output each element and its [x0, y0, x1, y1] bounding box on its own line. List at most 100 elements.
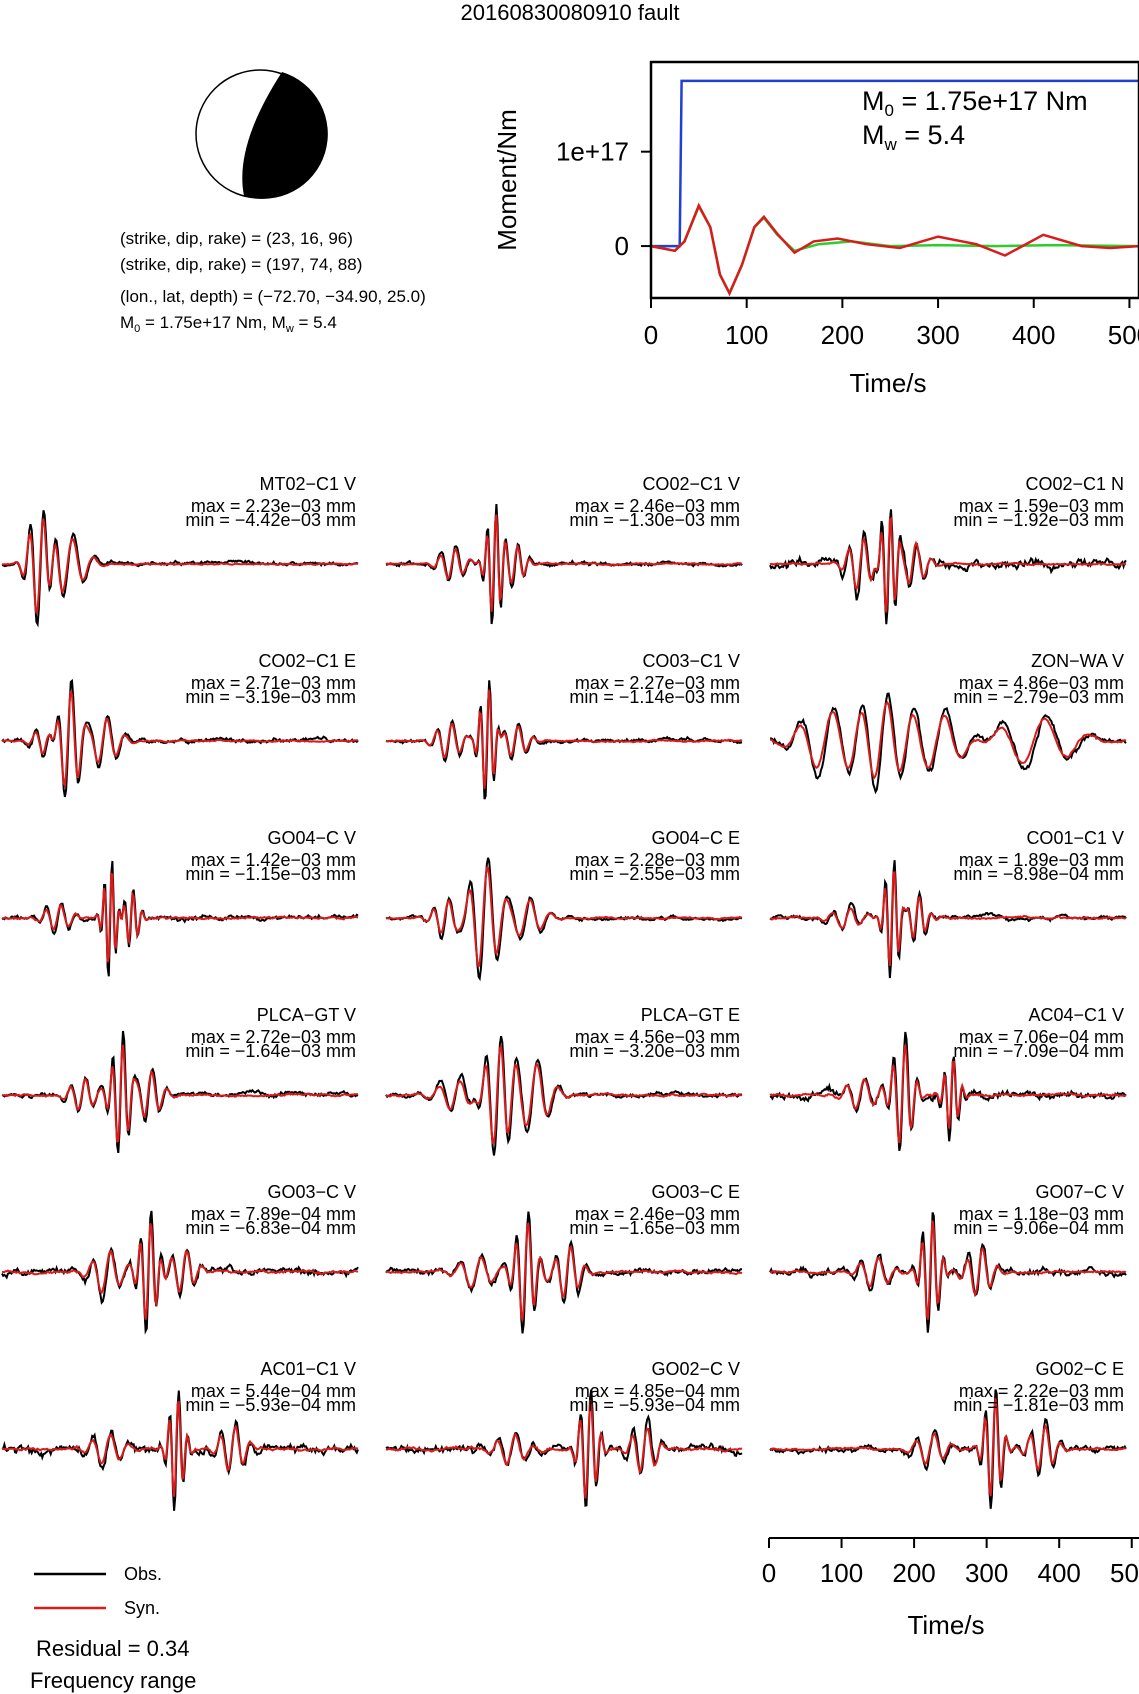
moment-annotation-m0: M0 = 1.75e+17 Nm [862, 86, 1088, 120]
station-min: min = −1.81e−03 mm [953, 1395, 1124, 1415]
station-min: min = −1.65e−03 mm [569, 1218, 740, 1238]
station-max: max = 2.46e−03 mm [575, 496, 740, 516]
moment-x-tick-label: 300 [916, 320, 959, 350]
page-title: 20160830080910 fault [461, 0, 680, 25]
station-min: min = −1.14e−03 mm [569, 687, 740, 707]
station-max: max = 2.22e−03 mm [959, 1381, 1124, 1401]
station-max: max = 4.86e−03 mm [959, 673, 1124, 693]
station-min: min = −2.55e−03 mm [569, 864, 740, 884]
station-min: min = −7.09e−04 mm [953, 1041, 1124, 1061]
moment-y-axis-label: Moment/Nm [492, 109, 522, 251]
station-name: ZON−WA V [1031, 651, 1124, 671]
moment-x-tick-label: 400 [1012, 320, 1055, 350]
station-name: GO02−C E [1035, 1359, 1124, 1379]
station-max: max = 1.42e−03 mm [191, 850, 356, 870]
beachball [195, 69, 328, 199]
station-obs-trace [1, 1210, 359, 1335]
station-min: min = −4.42e−03 mm [185, 510, 356, 530]
waveform-x-axis-label: Time/s [907, 1610, 984, 1640]
station-syn-trace [769, 1220, 1127, 1320]
station-min: min = −3.19e−03 mm [185, 687, 356, 707]
moment-x-tick-label: 500 [1108, 320, 1139, 350]
station-min: min = −1.30e−03 mm [569, 510, 740, 530]
station-name: MT02−C1 V [259, 474, 356, 494]
moment-y-tick-label: 0 [615, 231, 629, 261]
station-min: min = −1.15e−03 mm [185, 864, 356, 884]
station-max: max = 2.71e−03 mm [191, 673, 356, 693]
mechanism-line-2: (strike, dip, rake) = (197, 74, 88) [120, 255, 362, 274]
station-syn-trace [385, 866, 743, 968]
legend-syn-label: Syn. [124, 1598, 160, 1618]
mechanism-moment-line: M0 = 1.75e+17 Nm, Mw = 5.4 [120, 313, 337, 335]
station-name: GO07−C V [1035, 1182, 1124, 1202]
moment-x-tick-label: 200 [821, 320, 864, 350]
station-name: PLCA−GT E [641, 1005, 740, 1025]
station-min: min = −1.64e−03 mm [185, 1041, 356, 1061]
station-min: min = −5.93e−04 mm [185, 1395, 356, 1415]
station-name: PLCA−GT V [257, 1005, 356, 1025]
residual-text: Residual = 0.34 [36, 1636, 190, 1661]
station-syn-trace [769, 1044, 1127, 1144]
station-max: max = 5.44e−04 mm [191, 1381, 356, 1401]
station-name: GO04−C E [651, 828, 740, 848]
station-max: max = 7.89e−04 mm [191, 1204, 356, 1224]
moment-axes: 0 100 200 300 400 500 0 1e+17 [556, 137, 1139, 350]
station-syn-trace [769, 516, 1127, 613]
station-min: min = −3.20e−03 mm [569, 1041, 740, 1061]
moment-annotation-mw: Mw = 5.4 [862, 120, 965, 154]
station-max: max = 1.89e−03 mm [959, 850, 1124, 870]
station-name: CO01−C1 V [1026, 828, 1124, 848]
station-obs-trace [1, 860, 359, 977]
beachball-compression-quadrant [242, 72, 328, 199]
moment-x-tick-label: 100 [725, 320, 768, 350]
station-syn-trace [1, 690, 359, 789]
station-max: max = 1.59e−03 mm [959, 496, 1124, 516]
station-syn-trace [769, 700, 1127, 780]
station-max: max = 4.56e−03 mm [575, 1027, 740, 1047]
waveform-x-tick-label: 500 [1110, 1558, 1139, 1588]
station-max: max = 2.23e−03 mm [191, 496, 356, 516]
station-name: GO03−C E [651, 1182, 740, 1202]
mechanism-line-1: (strike, dip, rake) = (23, 16, 96) [120, 229, 353, 248]
waveform-x-tick-label: 200 [892, 1558, 935, 1588]
moment-series-0 [651, 79, 1139, 248]
station-name: CO02−C1 V [642, 474, 740, 494]
moment-rate-chart: 010020030040050001e+17 M0 = 1.75e+17 Nm … [492, 60, 1139, 398]
station-syn-trace [1, 871, 359, 963]
moment-series-2 [650, 202, 1139, 297]
station-max: max = 2.72e−03 mm [191, 1027, 356, 1047]
station-syn-trace [1, 518, 358, 614]
station-name: AC04−C1 V [1028, 1005, 1124, 1025]
station-max: max = 4.85e−04 mm [575, 1381, 740, 1401]
legend-obs-label: Obs. [124, 1564, 162, 1584]
station-syn-trace [385, 689, 743, 789]
station-syn-trace [1, 1400, 359, 1497]
moment-x-axis-label: Time/s [849, 368, 926, 398]
station-min: min = −1.92e−03 mm [953, 510, 1124, 530]
waveform-time-axis: 0 100 200 300 400 500 [762, 1537, 1139, 1588]
station-syn-trace [770, 871, 1127, 966]
station-syn-trace [385, 514, 743, 612]
station-syn-trace [385, 1400, 743, 1499]
station-name: GO02−C V [651, 1359, 740, 1379]
station-name: GO04−C V [267, 828, 356, 848]
waveform-x-tick-label: 0 [762, 1558, 776, 1588]
station-max: max = 7.06e−04 mm [959, 1027, 1124, 1047]
